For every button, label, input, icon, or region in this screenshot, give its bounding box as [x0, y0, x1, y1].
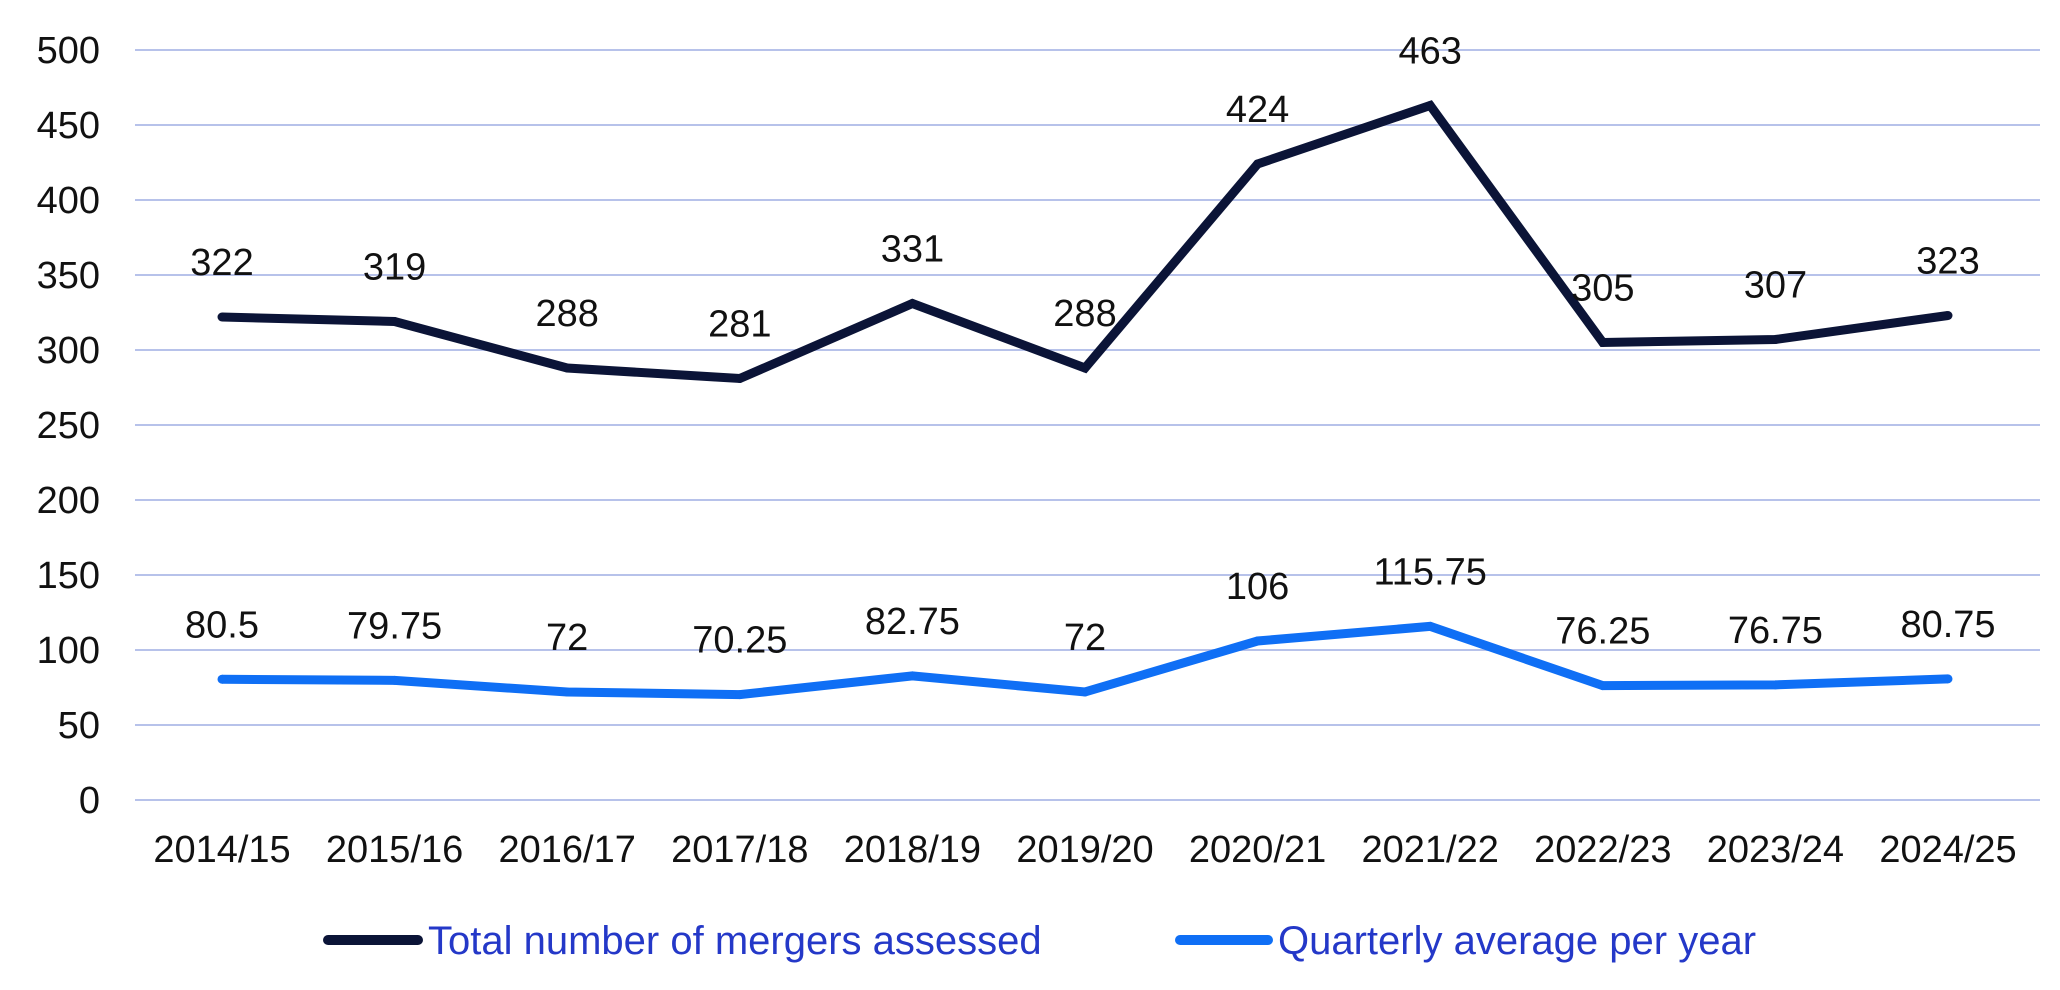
data-label: 331 — [881, 229, 944, 271]
data-label: 70.25 — [692, 620, 787, 662]
data-label: 76.25 — [1555, 611, 1650, 653]
x-tick-label: 2024/25 — [1879, 829, 2016, 871]
data-point — [1080, 687, 1090, 697]
data-label: 323 — [1916, 241, 1979, 283]
data-point — [1253, 159, 1263, 169]
legend-label-quarterly-average: Quarterly average per year — [1278, 919, 1756, 963]
data-point — [1425, 101, 1435, 110]
data-label: 72 — [1064, 617, 1106, 659]
y-tick-label: 150 — [37, 555, 100, 597]
y-tick-label: 0 — [79, 780, 100, 822]
data-label: 288 — [1053, 293, 1116, 335]
gridlines — [135, 49, 2040, 801]
data-point — [562, 363, 572, 373]
data-label: 305 — [1571, 268, 1634, 310]
x-tick-label: 2017/18 — [671, 829, 808, 871]
x-tick-label: 2015/16 — [326, 829, 463, 871]
x-tick-label: 2016/17 — [499, 829, 636, 871]
data-point — [390, 317, 400, 326]
data-point — [1943, 311, 1953, 320]
data-point — [562, 687, 572, 697]
data-label: 288 — [535, 293, 598, 335]
y-axis: 0 50 100 150 200 250 300 350 400 450 500 — [37, 30, 100, 822]
data-label: 281 — [708, 304, 771, 346]
x-tick-label: 2023/24 — [1707, 829, 1844, 871]
data-point — [907, 671, 917, 681]
data-point — [217, 674, 227, 684]
data-label: 79.75 — [347, 605, 442, 647]
data-label: 106 — [1226, 566, 1289, 608]
y-tick-label: 200 — [37, 480, 100, 522]
data-label: 322 — [190, 242, 253, 284]
data-label: 72 — [546, 617, 588, 659]
legend-item-total-mergers[interactable]: Total number of mergers assessed — [323, 919, 1042, 963]
data-point — [390, 675, 400, 685]
data-point — [1253, 636, 1263, 646]
y-tick-label: 50 — [58, 705, 100, 747]
data-point — [1770, 680, 1780, 690]
data-labels: 322 319 288 281 331 288 424 463 305 307 323 80.5 79.… — [185, 31, 1996, 662]
x-tick-label: 2021/22 — [1362, 829, 1499, 871]
x-tick-label: 2020/21 — [1189, 829, 1326, 871]
y-tick-label: 250 — [37, 405, 100, 447]
data-label: 82.75 — [865, 601, 960, 643]
data-label: 76.75 — [1728, 610, 1823, 652]
x-tick-label: 2019/20 — [1016, 829, 1153, 871]
y-tick-label: 100 — [37, 630, 100, 672]
series-layer — [217, 100, 1953, 700]
y-tick-label: 500 — [37, 30, 100, 72]
data-label: 319 — [363, 247, 426, 289]
legend-item-quarterly-average[interactable]: Quarterly average per year — [1175, 919, 1756, 963]
y-tick-label: 400 — [37, 180, 100, 222]
legend-label-total-mergers: Total number of mergers assessed — [428, 919, 1042, 963]
x-tick-label: 2022/23 — [1534, 829, 1671, 871]
data-point — [1598, 681, 1608, 691]
x-tick-label: 2018/19 — [844, 829, 981, 871]
data-point — [1425, 621, 1435, 631]
y-tick-label: 450 — [37, 105, 100, 147]
data-label: 80.5 — [185, 604, 259, 646]
series-line-0 — [221, 100, 1949, 384]
data-point — [1598, 338, 1608, 347]
data-point — [907, 299, 917, 308]
x-axis: 2014/15 2015/16 2016/17 2017/18 2018/19 2019/… — [153, 829, 2016, 871]
data-point — [1770, 335, 1780, 344]
data-point — [1080, 363, 1090, 373]
y-tick-label: 300 — [37, 330, 100, 372]
data-point — [1943, 674, 1953, 684]
data-label: 115.75 — [1373, 551, 1486, 593]
data-label: 80.75 — [1900, 604, 1995, 646]
data-point — [735, 374, 745, 383]
legend: Total number of mergers assessed Quarter… — [323, 919, 1756, 963]
x-tick-label: 2014/15 — [153, 829, 290, 871]
data-label: 424 — [1226, 89, 1289, 131]
y-tick-label: 350 — [37, 255, 100, 297]
data-point — [735, 690, 745, 700]
data-label: 463 — [1398, 31, 1461, 73]
data-point — [217, 312, 227, 322]
data-label: 307 — [1744, 265, 1807, 307]
